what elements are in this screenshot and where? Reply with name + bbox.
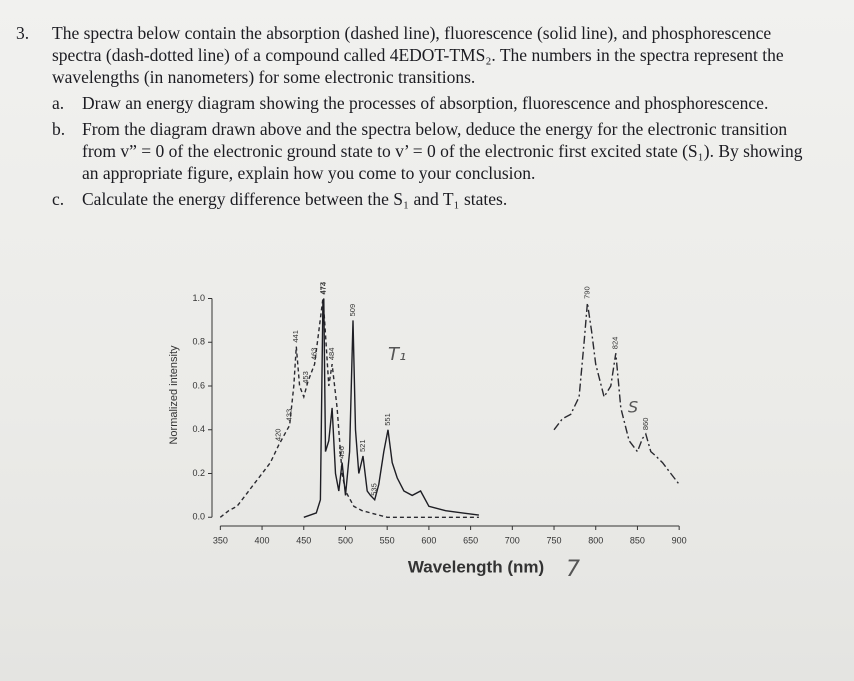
x-tick-label: 400 <box>255 535 270 545</box>
peak-label: 473 <box>318 282 327 295</box>
part-label: b. <box>52 119 66 139</box>
peak-label: 463 <box>310 348 319 361</box>
peak-label: 453 <box>301 371 310 384</box>
question-part: b. From the diagram drawn above and the s… <box>52 118 816 184</box>
question-text: The spectra below contain the absorption… <box>52 23 784 87</box>
question-number: 3. <box>16 23 30 43</box>
y-tick-label: 0.0 <box>192 512 205 522</box>
peak-label: 509 <box>348 304 357 317</box>
spectrum-line <box>219 298 479 518</box>
peak-label: 474 <box>319 282 328 295</box>
y-tick-label: 1.0 <box>192 293 205 303</box>
y-axis-label: Normalized intensity <box>168 345 180 445</box>
part-label: c. <box>52 189 65 209</box>
handwritten-note: S <box>628 398 638 417</box>
peak-label: 860 <box>641 418 650 431</box>
y-tick-label: 0.8 <box>192 337 205 347</box>
peak-label: 824 <box>611 337 620 350</box>
part-label: a. <box>52 93 65 113</box>
y-tick-label: 0.2 <box>192 468 205 478</box>
question-part: a. Draw an energy diagram showing the pro… <box>52 92 816 114</box>
spectrum-line <box>303 298 479 518</box>
handwritten-note: 7 <box>566 557 580 582</box>
handwritten-note: T₁ <box>388 344 406 365</box>
x-tick-label: 350 <box>213 535 228 545</box>
peak-label: 441 <box>291 330 300 343</box>
peak-label: 790 <box>582 286 591 299</box>
peak-label: 420 <box>274 429 283 442</box>
x-tick-label: 750 <box>547 535 562 545</box>
peak-label: 484 <box>327 348 336 361</box>
peak-label: 521 <box>358 439 367 452</box>
y-tick-label: 0.6 <box>192 380 205 390</box>
y-tick-label: 0.4 <box>192 424 205 434</box>
spectrum-line <box>553 302 680 485</box>
x-tick-label: 700 <box>505 535 520 545</box>
peak-label: 496 <box>337 446 346 459</box>
x-tick-label: 550 <box>380 535 395 545</box>
part-text: Draw an energy diagram showing the proce… <box>82 93 769 113</box>
x-tick-label: 650 <box>463 535 478 545</box>
x-tick-label: 900 <box>672 535 687 545</box>
x-tick-label: 500 <box>338 535 353 545</box>
x-tick-label: 800 <box>588 535 603 545</box>
x-axis-label: Wavelength (nm) <box>408 557 544 576</box>
x-tick-label: 850 <box>630 535 645 545</box>
part-text: From the diagram drawn above and the spe… <box>82 119 803 183</box>
x-tick-label: 450 <box>296 535 311 545</box>
question: 3. The spectra below contain the absorpt… <box>16 22 816 210</box>
question-part: c. Calculate the energy difference betwee… <box>52 188 816 210</box>
x-tick-label: 600 <box>421 535 436 545</box>
peak-label: 551 <box>383 413 392 426</box>
peak-label: 535 <box>370 483 379 496</box>
part-text: Calculate the energy difference between … <box>82 189 508 209</box>
peak-label: 433 <box>285 409 294 422</box>
